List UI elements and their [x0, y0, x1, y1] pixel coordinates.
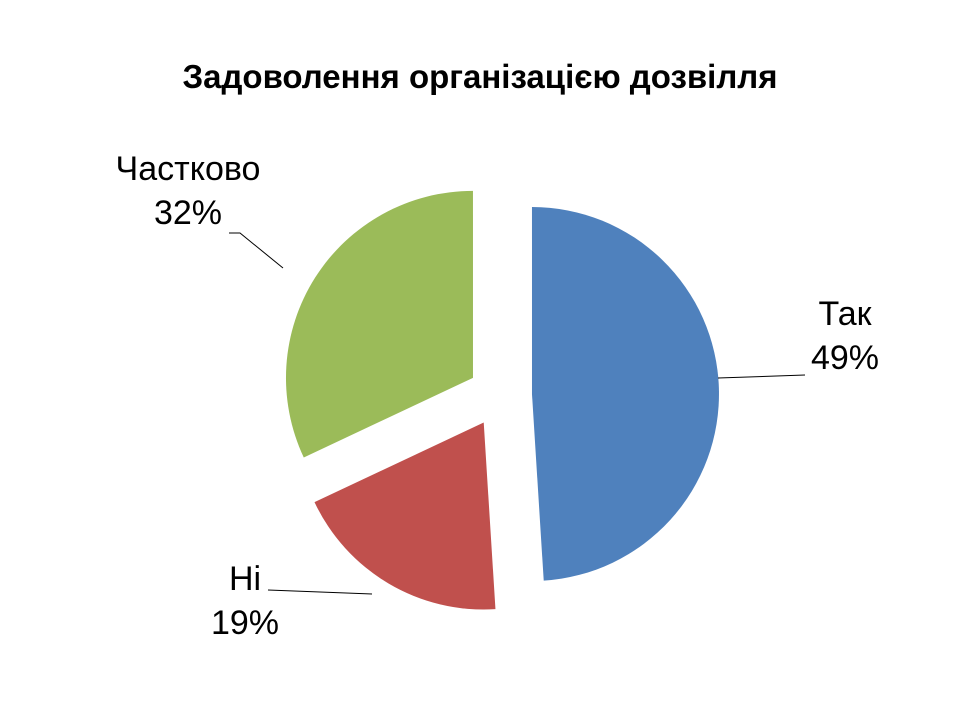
slice-label: Частково: [116, 150, 261, 188]
leader-line: [267, 589, 373, 595]
slice-percent-label: 49%: [811, 339, 879, 377]
slice-label: Ні: [229, 560, 261, 598]
chart-title: Задоволення організацією дозвілля: [182, 58, 778, 95]
pie-slice: [285, 190, 473, 458]
slice-percent-label: 32%: [154, 194, 222, 232]
pie-slice: [314, 422, 496, 610]
leader-line: [717, 374, 806, 379]
leader-line: [229, 232, 284, 269]
pie-slice: [531, 206, 719, 581]
slice-percent-label: 19%: [211, 604, 279, 642]
slice-label: Так: [818, 295, 872, 333]
